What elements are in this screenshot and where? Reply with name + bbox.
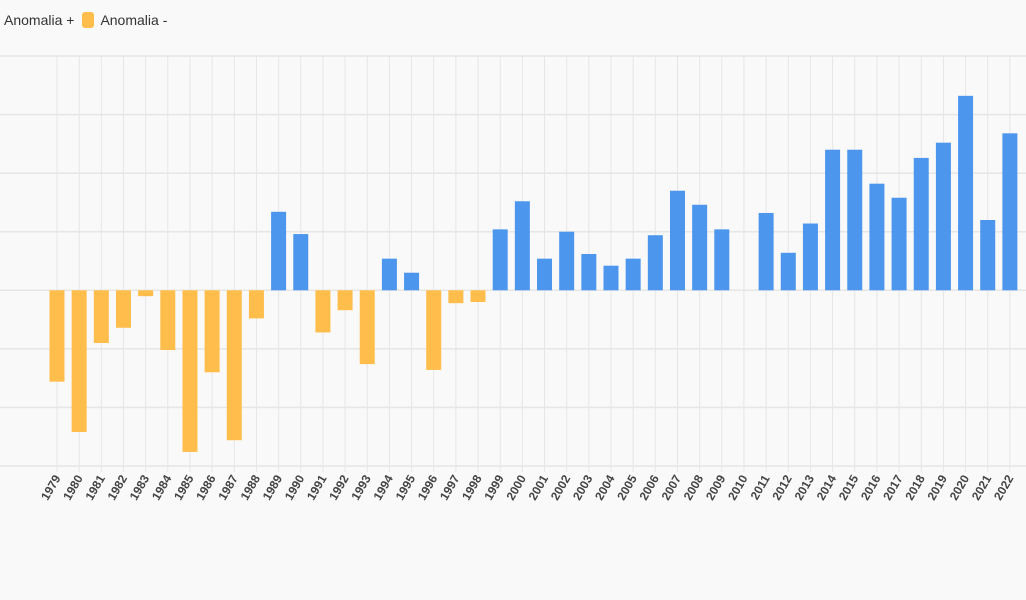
x-tick-label: 1993 — [348, 472, 374, 502]
bar-2020[interactable] — [958, 95, 974, 291]
x-tick-label: 2005 — [614, 472, 640, 502]
bar-2006[interactable] — [647, 235, 663, 291]
x-tick-label: 2002 — [548, 472, 574, 502]
bar-2018[interactable] — [913, 157, 929, 291]
x-tick-label: 1985 — [171, 472, 197, 502]
bar-1987[interactable] — [226, 290, 242, 441]
legend-item-negative[interactable]: Anomalia - — [82, 12, 167, 28]
x-tick-label: 2008 — [681, 472, 707, 502]
bar-1988[interactable] — [248, 290, 264, 319]
x-tick-label: 2021 — [969, 472, 995, 502]
x-tick-label: 1989 — [260, 472, 286, 502]
legend-item-positive[interactable]: Anomalia + — [4, 12, 74, 28]
x-tick-label: 1983 — [127, 472, 153, 502]
bar-1997[interactable] — [448, 290, 464, 304]
bar-1995[interactable] — [404, 272, 420, 291]
bar-1981[interactable] — [93, 290, 109, 343]
x-tick-label: 1980 — [60, 472, 86, 502]
x-tick-label: 1996 — [415, 472, 441, 502]
bar-1994[interactable] — [381, 258, 397, 291]
bar-2016[interactable] — [869, 183, 885, 291]
bar-2004[interactable] — [603, 265, 619, 291]
x-tick-label: 2020 — [947, 472, 973, 502]
x-tick-label: 1988 — [238, 472, 264, 502]
x-tick-label: 1982 — [105, 472, 131, 502]
x-tick-label: 2013 — [792, 472, 818, 502]
bar-1983[interactable] — [138, 290, 154, 297]
x-tick-label: 2017 — [880, 472, 906, 502]
bar-2017[interactable] — [891, 197, 907, 291]
x-tick-label: 1992 — [326, 472, 352, 502]
legend-swatch-negative — [82, 12, 95, 28]
chart-legend: Anomalia + Anomalia - — [4, 12, 167, 28]
bar-2002[interactable] — [559, 231, 575, 291]
x-tick-label: 2022 — [991, 472, 1017, 502]
bar-2001[interactable] — [537, 258, 553, 291]
x-tick-label: 2015 — [836, 472, 862, 502]
x-tick-label: 1986 — [193, 472, 219, 502]
legend-label-negative: Anomalia - — [100, 12, 168, 28]
x-tick-label: 2012 — [769, 472, 795, 502]
x-tick-label: 2011 — [748, 472, 773, 502]
x-tick-label: 1995 — [393, 472, 419, 502]
x-tick-label: 1990 — [282, 472, 308, 502]
bar-1984[interactable] — [160, 290, 176, 351]
bar-2000[interactable] — [514, 201, 530, 291]
bar-1998[interactable] — [470, 290, 486, 302]
bar-2011[interactable] — [758, 212, 774, 291]
x-tick-label: 2000 — [503, 472, 529, 502]
bar-2014[interactable] — [825, 149, 841, 291]
x-tick-label: 2009 — [703, 472, 729, 502]
x-tick-label: 2007 — [659, 472, 685, 502]
bar-1993[interactable] — [359, 290, 375, 365]
bar-1990[interactable] — [293, 234, 309, 291]
x-tick-label: 1981 — [82, 472, 108, 502]
bar-2015[interactable] — [847, 149, 863, 291]
bar-1982[interactable] — [115, 290, 131, 328]
x-tick-label: 2014 — [814, 472, 840, 502]
x-tick-label: 2003 — [570, 472, 596, 502]
x-tick-label: 2019 — [925, 472, 951, 502]
x-tick-label: 2010 — [725, 472, 751, 502]
bar-2009[interactable] — [714, 229, 730, 291]
x-tick-label: 2018 — [902, 472, 928, 502]
bar-2007[interactable] — [669, 190, 685, 291]
bar-1980[interactable] — [71, 290, 87, 433]
bar-1999[interactable] — [492, 229, 508, 291]
x-tick-label: 1984 — [149, 472, 175, 502]
bar-1996[interactable] — [426, 290, 442, 370]
bar-2005[interactable] — [625, 258, 641, 291]
x-tick-label: 2016 — [858, 472, 884, 502]
x-tick-label: 1997 — [437, 472, 463, 502]
bar-1979[interactable] — [49, 290, 65, 382]
x-tick-label: 1979 — [38, 472, 64, 502]
bar-2021[interactable] — [980, 220, 996, 291]
bar-2003[interactable] — [581, 253, 597, 291]
bar-2008[interactable] — [692, 204, 708, 291]
bar-1991[interactable] — [315, 290, 331, 333]
bar-1985[interactable] — [182, 290, 198, 452]
bar-2019[interactable] — [935, 142, 951, 291]
x-tick-label: 2001 — [526, 472, 552, 502]
bar-2012[interactable] — [780, 252, 796, 291]
bar-1986[interactable] — [204, 290, 220, 373]
x-tick-label: 1994 — [371, 472, 397, 502]
x-tick-label: 2004 — [592, 472, 618, 502]
x-tick-label: 1991 — [304, 472, 330, 502]
bar-1989[interactable] — [271, 211, 287, 291]
bar-1992[interactable] — [337, 290, 353, 311]
bar-2022[interactable] — [1002, 133, 1018, 291]
x-tick-label: 2006 — [636, 472, 662, 502]
x-tick-label: 1999 — [481, 472, 507, 502]
bar-2013[interactable] — [802, 223, 818, 291]
legend-label-positive: Anomalia + — [4, 12, 75, 28]
x-tick-label: 1987 — [215, 472, 241, 502]
x-tick-label: 1998 — [459, 472, 485, 502]
